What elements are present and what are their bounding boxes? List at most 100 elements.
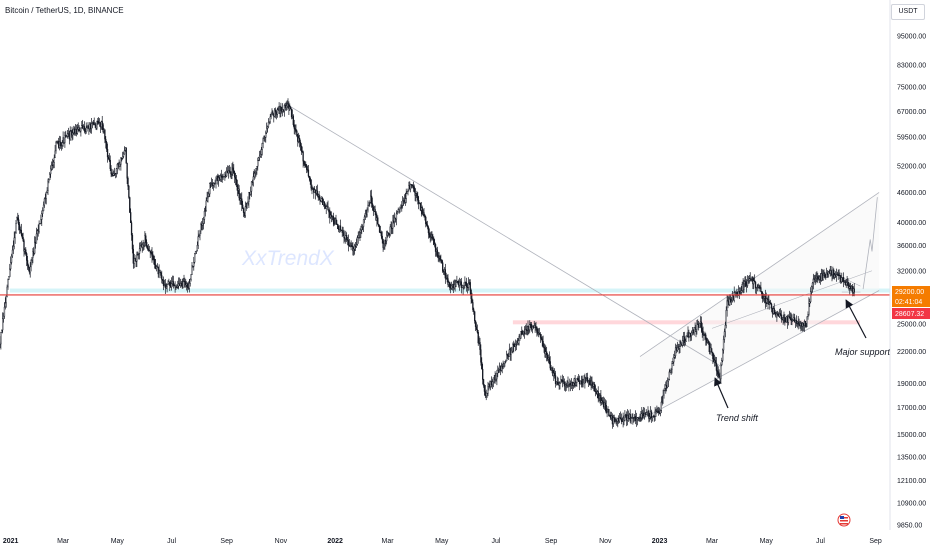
candle-body [165, 286, 167, 288]
currency-selector[interactable]: USDT [891, 4, 925, 20]
candle-body [179, 282, 182, 286]
candle-body [253, 173, 255, 177]
candle-body [543, 346, 545, 349]
candle-body [418, 200, 420, 204]
candle-body [43, 198, 46, 206]
candle-body [414, 188, 416, 196]
candle-body [417, 195, 419, 201]
candle-body [18, 219, 20, 225]
candle-body [540, 337, 542, 340]
candle-body [663, 390, 665, 396]
candle-body [17, 217, 19, 220]
candle-body [200, 223, 202, 232]
candle-body [226, 170, 228, 177]
candle-body [624, 414, 626, 421]
candle-body [696, 323, 698, 330]
candle-body [381, 235, 383, 240]
time-axis-tick: Mar [706, 538, 719, 545]
candle-body [710, 347, 712, 353]
price-axis[interactable]: 95000.00 83000.00 75000.00 67000.00 59500.00… [897, 34, 926, 530]
candle-body [308, 175, 310, 179]
candle-body [177, 286, 179, 288]
candle-body [233, 170, 235, 174]
candle-body [695, 329, 697, 332]
trend-shift-arrow [714, 377, 729, 409]
candle-body [31, 257, 33, 261]
candle-body [219, 175, 222, 180]
candle-body [208, 193, 210, 197]
candle-body [406, 191, 408, 194]
price-axis-tick: 12100.00 [897, 478, 926, 485]
candle-body [309, 177, 311, 181]
candle-body [814, 278, 816, 280]
candle-body [92, 122, 94, 125]
price-axis-tick: 15000.00 [897, 432, 926, 439]
candle-body [434, 244, 437, 252]
candle-body [71, 129, 73, 136]
candle-body [482, 379, 485, 386]
candle-body [159, 270, 161, 274]
candle-body [244, 206, 246, 217]
candle-body [258, 155, 261, 158]
candle-body [362, 226, 364, 228]
candle-body [290, 107, 292, 110]
candle-body [195, 250, 198, 252]
price-axis-tick: 95000.00 [897, 34, 926, 41]
downtrend-line [288, 105, 722, 368]
candle-body [426, 223, 428, 226]
time-axis[interactable]: 2021 Mar May Jul Sep Nov 2022 Mar May Jul Sep Nov 20… [3, 538, 882, 545]
candle-body [457, 281, 459, 283]
candle-body [390, 226, 392, 229]
major-support-label: Major support [835, 347, 891, 357]
channel-lower-line [639, 290, 880, 421]
time-axis-tick: Jul [167, 538, 176, 545]
candle-body [30, 260, 32, 268]
candle-body [26, 260, 29, 266]
candle-body [215, 177, 217, 184]
candle-body [182, 280, 184, 288]
candle-body [822, 275, 824, 280]
symbol-title: Bitcoin / TetherUS, 1D, BINANCE [5, 6, 124, 15]
price-axis-tick: 83000.00 [897, 63, 926, 70]
candle-body [722, 338, 725, 351]
candle-body [396, 211, 398, 215]
candle-body [354, 245, 357, 247]
candle-body [525, 328, 527, 331]
candle-body [554, 375, 557, 384]
candle-body [787, 316, 790, 323]
time-axis-tick: Sep [545, 538, 558, 545]
candle-body [656, 411, 658, 414]
candle-body [503, 363, 505, 367]
candle-body [594, 384, 596, 392]
candle-body [674, 355, 676, 358]
candle-body [378, 223, 380, 227]
candle-body [724, 324, 726, 332]
candle-body [347, 240, 350, 246]
candle-body [377, 217, 379, 225]
candlestick-series [0, 98, 855, 429]
candle-body [46, 190, 48, 193]
candle-body [189, 279, 191, 284]
candle-body [151, 252, 153, 257]
candle-body [2, 315, 5, 319]
candle-body [41, 213, 43, 220]
candle-body [360, 229, 362, 233]
candle-body [269, 116, 271, 122]
candle-body [69, 131, 71, 140]
candle-body [485, 392, 487, 397]
candle-body [853, 288, 855, 293]
candle-body [604, 402, 606, 406]
candle-body [676, 347, 678, 351]
candle-body [630, 417, 632, 422]
candle-body [368, 202, 370, 206]
candle-body [560, 379, 562, 384]
flag-icon[interactable] [837, 513, 851, 527]
current-price-tag [892, 286, 930, 307]
time-axis-tick: 2023 [652, 538, 668, 545]
candle-body [113, 173, 115, 176]
candle-body [613, 417, 615, 419]
candle-body [433, 239, 435, 245]
candle-body [346, 235, 348, 240]
candle-body [110, 168, 112, 175]
